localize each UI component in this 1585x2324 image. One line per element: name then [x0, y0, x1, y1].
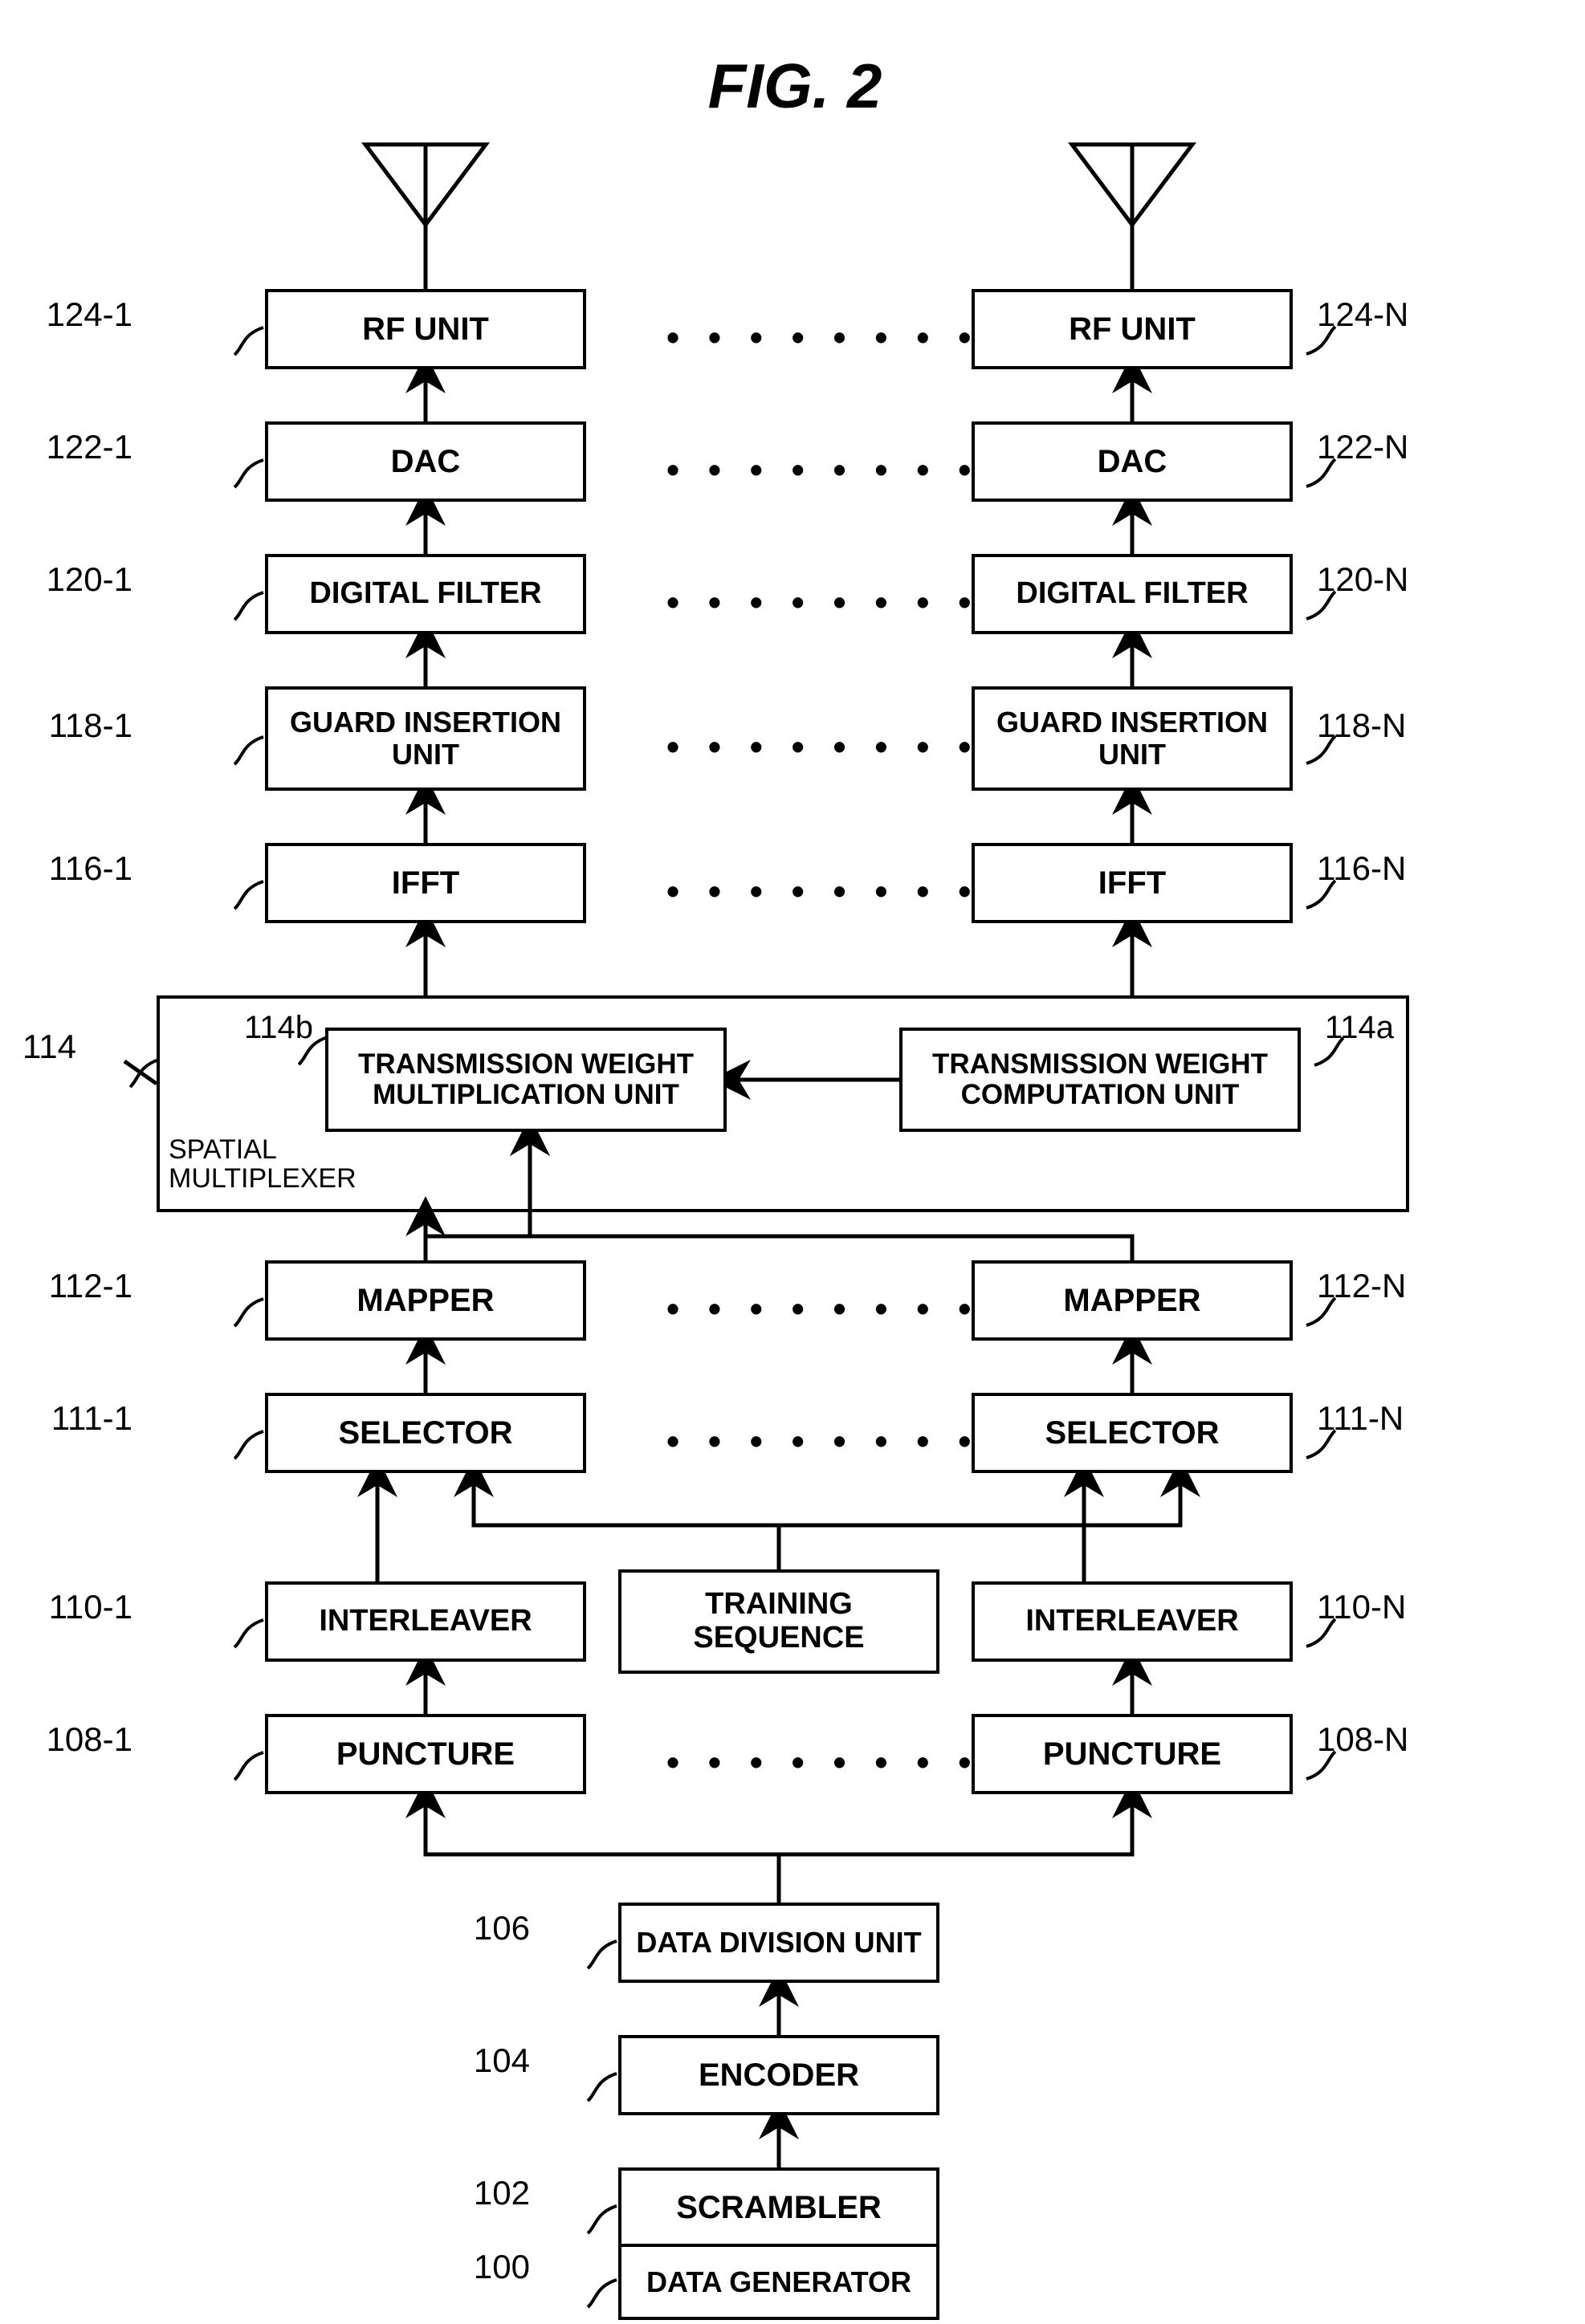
lead-line-bracket	[1305, 867, 1337, 922]
lead-line-bracket	[586, 2265, 618, 2321]
lead-line-bracket	[1305, 722, 1337, 778]
block-int_r: INTERLEAVER	[972, 1581, 1293, 1662]
ref-label: 122-1	[47, 428, 132, 466]
ref-label: 114	[22, 1028, 76, 1066]
lead-line-bracket	[586, 2192, 618, 2247]
lead-line-bracket	[233, 1284, 265, 1340]
ellipsis-row: • • • • • • • •	[666, 1419, 980, 1463]
block-df_r: DIGITAL FILTER	[972, 554, 1293, 634]
ellipsis-row: • • • • • • • •	[666, 869, 980, 913]
lead-line-bracket	[1305, 1738, 1337, 1793]
ref-label: 124-1	[47, 295, 132, 334]
block-sel_r: SELECTOR	[972, 1393, 1293, 1473]
block-ifft_l: IFFT	[265, 843, 586, 923]
ref-label: 100	[474, 2248, 530, 2286]
ref-label: 110-1	[49, 1588, 132, 1626]
lead-line-bracket	[1305, 578, 1337, 633]
ellipsis-row: • • • • • • • •	[666, 725, 980, 768]
lead-line-bracket	[233, 446, 265, 501]
lead-line-bracket	[128, 1045, 161, 1101]
ref-label: 108-1	[47, 1720, 132, 1759]
ellipsis-row: • • • • • • • •	[666, 580, 980, 624]
lead-line-bracket	[233, 1738, 265, 1793]
block-sel_l: SELECTOR	[265, 1393, 586, 1473]
block-enc: ENCODER	[618, 2035, 939, 2115]
lead-line-bracket	[297, 1026, 329, 1077]
lead-line-bracket	[233, 1606, 265, 1661]
lead-line-bracket	[586, 2059, 618, 2114]
ref-label: 111-1	[51, 1399, 132, 1438]
lead-line-bracket	[233, 578, 265, 633]
ref-label: 116-1	[49, 849, 132, 888]
lead-line-bracket	[1305, 313, 1337, 368]
block-rf_l: RF UNIT	[265, 289, 586, 369]
block-ddu: DATA DIVISION UNIT	[618, 1903, 939, 1983]
ellipsis-row: • • • • • • • •	[666, 1287, 980, 1330]
block-dac_l: DAC	[265, 421, 586, 502]
lead-line-bracket	[1313, 1026, 1345, 1077]
block-df_l: DIGITAL FILTER	[265, 554, 586, 634]
ref-label: 118-1	[49, 706, 132, 745]
spatial-multiplexer-label: SPATIALMULTIPLEXER	[169, 1136, 377, 1193]
lead-line-bracket	[1305, 1606, 1337, 1661]
figure-title: FIG. 2	[610, 50, 980, 123]
lead-line-bracket	[233, 867, 265, 922]
diagram-canvas: FIG. 2 RF UNIT RF UNIT DAC DAC DIGITAL FILTE…	[0, 0, 1585, 2324]
block-pun_l: PUNCTURE	[265, 1714, 586, 1794]
lead-line-bracket	[1305, 446, 1337, 501]
block-pun_r: PUNCTURE	[972, 1714, 1293, 1794]
ellipsis-row: • • • • • • • •	[666, 448, 980, 491]
ref-label: 106	[474, 1909, 530, 1948]
ellipsis-row: • • • • • • • •	[666, 315, 980, 359]
block-gi_l: GUARD INSERTIONUNIT	[265, 686, 586, 791]
block-rf_r: RF UNIT	[972, 289, 1293, 369]
ellipsis-row: • • • • • • • •	[666, 1740, 980, 1784]
block-ifft_r: IFFT	[972, 843, 1293, 923]
ref-label: 104	[474, 2041, 530, 2080]
block-gi_r: GUARD INSERTIONUNIT	[972, 686, 1293, 791]
block-dg: DATA GENERATOR	[618, 2244, 939, 2320]
lead-line-bracket	[586, 1927, 618, 1982]
block-scr: SCRAMBLER	[618, 2167, 939, 2248]
ref-label: 102	[474, 2174, 530, 2212]
lead-line-bracket	[1305, 1417, 1337, 1472]
lead-line-bracket	[233, 313, 265, 368]
block-ts: TRAININGSEQUENCE	[618, 1569, 939, 1674]
block-twc: TRANSMISSION WEIGHTCOMPUTATION UNIT	[899, 1028, 1301, 1132]
lead-line-bracket	[233, 1417, 265, 1472]
lead-line-bracket	[1305, 1284, 1337, 1340]
block-map_l: MAPPER	[265, 1260, 586, 1341]
ref-label: 112-1	[49, 1267, 132, 1305]
lead-line-bracket	[233, 722, 265, 778]
ref-label: 120-1	[47, 560, 132, 599]
block-twm: TRANSMISSION WEIGHTMULTIPLICATION UNIT	[325, 1028, 727, 1132]
block-dac_r: DAC	[972, 421, 1293, 502]
block-map_r: MAPPER	[972, 1260, 1293, 1341]
block-int_l: INTERLEAVER	[265, 1581, 586, 1662]
